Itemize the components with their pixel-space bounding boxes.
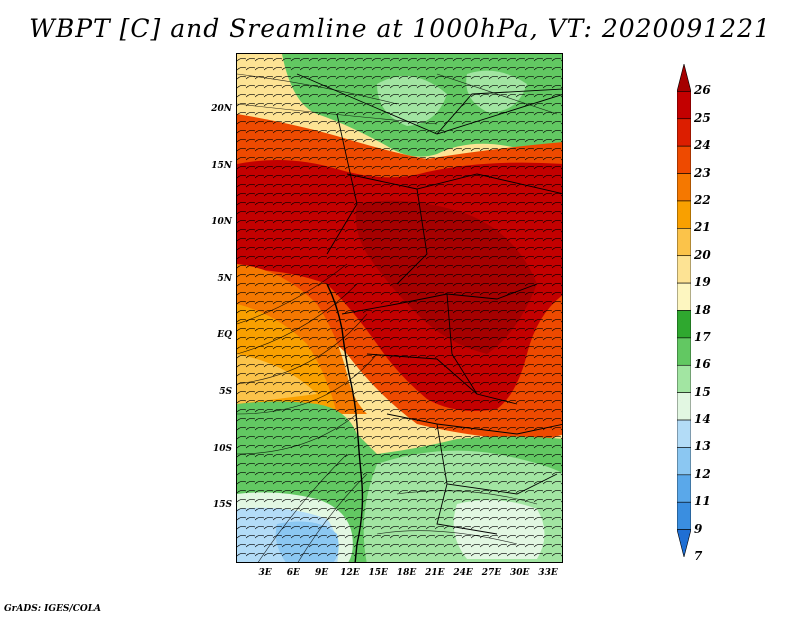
colorbar-cell <box>677 173 691 202</box>
lon-label: 9E <box>315 568 329 578</box>
colorbar-cell <box>677 228 691 257</box>
streamline-set <box>237 73 558 562</box>
lon-label: 30E <box>509 568 530 578</box>
lat-label: 20N <box>211 104 232 114</box>
colorbar-cell <box>677 529 691 557</box>
colorbar-cell <box>677 474 691 503</box>
colorbar-label: 12 <box>694 466 711 481</box>
colorbar-label: 19 <box>694 275 711 290</box>
colorbar-cell <box>677 310 691 339</box>
colorbar-label: 26 <box>694 83 711 98</box>
lon-label: 3E <box>258 568 272 578</box>
wbpt-field <box>237 54 562 562</box>
colorbar-label: 14 <box>694 412 711 427</box>
colorbar-label: 11 <box>694 494 711 509</box>
lat-label: 5S <box>219 387 232 397</box>
lon-label: 15E <box>368 568 388 578</box>
colorbar-cell <box>677 64 691 92</box>
colorbar-cell <box>677 118 691 147</box>
colorbar-label: 20 <box>694 247 711 262</box>
colorbar-label: 7 <box>694 549 703 563</box>
colorbar-cell <box>677 282 691 311</box>
lat-label: 15S <box>212 500 232 511</box>
lat-label: 5N <box>217 273 233 284</box>
colorbar-cell <box>677 447 691 476</box>
lon-label: 6E <box>286 568 300 578</box>
colorbar-cell <box>677 145 691 174</box>
colorbar-label: 16 <box>694 357 711 372</box>
lat-label: 10N <box>211 217 232 228</box>
colorbar-cell <box>677 91 691 120</box>
colorbar-label: 13 <box>694 439 711 454</box>
lat-label: 15N <box>211 160 232 171</box>
map-panel <box>236 53 563 563</box>
streamlines <box>237 54 562 562</box>
colorbar-cell <box>677 337 691 366</box>
colorbar-label: 22 <box>694 192 711 207</box>
colorbar-cell <box>677 419 691 448</box>
colorbar-label: 24 <box>694 138 711 153</box>
colorbar <box>677 64 691 557</box>
lon-label: 27E <box>481 568 502 578</box>
grads-credit: GrADS: IGES/COLA <box>4 604 102 614</box>
lon-label: 24E <box>453 568 473 578</box>
colorbar-cell <box>677 255 691 284</box>
colorbar-label: 25 <box>694 110 711 125</box>
colorbar-label: 17 <box>694 329 711 344</box>
colorbar-cell <box>677 200 691 229</box>
colorbar-cell <box>677 501 691 530</box>
chart-title: WBPT [C] and Sreamline at 1000hPa, VT: 2… <box>29 14 771 43</box>
colorbar-cell <box>677 364 691 393</box>
lat-label: EQ <box>217 330 232 341</box>
lon-label: 18E <box>396 568 417 578</box>
lon-label: 12E <box>340 568 360 578</box>
lon-label: 33E <box>538 568 558 578</box>
colorbar-label: 21 <box>694 220 711 235</box>
lat-label: 10S <box>212 443 232 454</box>
colorbar-label: 9 <box>694 521 703 536</box>
colorbar-label: 23 <box>694 165 711 180</box>
colorbar-cell <box>677 392 691 421</box>
colorbar-label: 18 <box>694 302 711 317</box>
lon-label: 21E <box>425 568 445 578</box>
colorbar-label: 15 <box>694 384 711 399</box>
